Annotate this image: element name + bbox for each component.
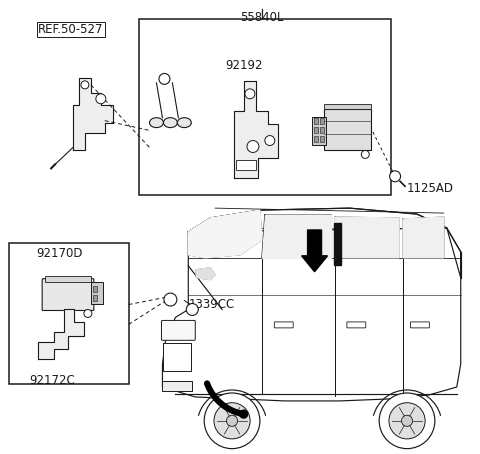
Bar: [320, 118, 324, 123]
Bar: [324, 109, 371, 150]
Bar: [236, 160, 256, 170]
FancyBboxPatch shape: [274, 322, 293, 328]
Circle shape: [159, 74, 170, 84]
Bar: [320, 136, 324, 142]
Text: 92170D: 92170D: [36, 247, 82, 260]
Circle shape: [401, 415, 413, 426]
Bar: [320, 127, 324, 133]
Circle shape: [227, 415, 238, 426]
Circle shape: [96, 94, 106, 104]
Bar: [313, 127, 318, 133]
FancyBboxPatch shape: [410, 322, 430, 328]
FancyBboxPatch shape: [161, 321, 195, 340]
FancyBboxPatch shape: [42, 279, 94, 311]
Ellipse shape: [164, 118, 178, 128]
Bar: [324, 104, 371, 109]
Bar: [93, 295, 97, 301]
Circle shape: [265, 136, 275, 145]
Bar: [164, 343, 192, 371]
Bar: [313, 118, 318, 123]
Polygon shape: [234, 81, 278, 178]
Circle shape: [204, 393, 260, 449]
Bar: [313, 136, 318, 142]
Polygon shape: [403, 217, 444, 258]
Bar: [312, 117, 325, 144]
Bar: [139, 19, 391, 195]
Bar: [9, 243, 129, 384]
Polygon shape: [73, 78, 113, 150]
Polygon shape: [38, 310, 84, 359]
Circle shape: [379, 393, 435, 449]
Polygon shape: [262, 215, 332, 258]
Text: 92192: 92192: [225, 59, 263, 72]
Text: 1125AD: 1125AD: [407, 182, 454, 195]
Circle shape: [81, 81, 89, 89]
Bar: [91, 281, 103, 304]
Circle shape: [186, 304, 198, 316]
Bar: [162, 381, 192, 391]
Text: 92172C: 92172C: [29, 374, 75, 387]
Bar: [93, 286, 97, 291]
Circle shape: [390, 171, 401, 182]
Polygon shape: [196, 268, 215, 280]
Circle shape: [361, 150, 369, 158]
Polygon shape: [162, 228, 461, 401]
Bar: [45, 276, 91, 281]
Circle shape: [240, 410, 248, 418]
Circle shape: [84, 310, 92, 317]
Circle shape: [214, 403, 250, 439]
Circle shape: [247, 141, 259, 153]
Circle shape: [164, 293, 177, 306]
Text: 55840L: 55840L: [240, 11, 284, 25]
Circle shape: [389, 403, 425, 439]
Bar: [335, 223, 341, 265]
Polygon shape: [336, 217, 399, 258]
Circle shape: [245, 89, 255, 99]
Text: 1339CC: 1339CC: [188, 297, 235, 311]
Polygon shape: [301, 230, 327, 272]
Ellipse shape: [150, 118, 164, 128]
FancyBboxPatch shape: [347, 322, 366, 328]
Polygon shape: [188, 210, 262, 258]
Ellipse shape: [178, 118, 192, 128]
Text: REF.50-527: REF.50-527: [38, 23, 104, 36]
